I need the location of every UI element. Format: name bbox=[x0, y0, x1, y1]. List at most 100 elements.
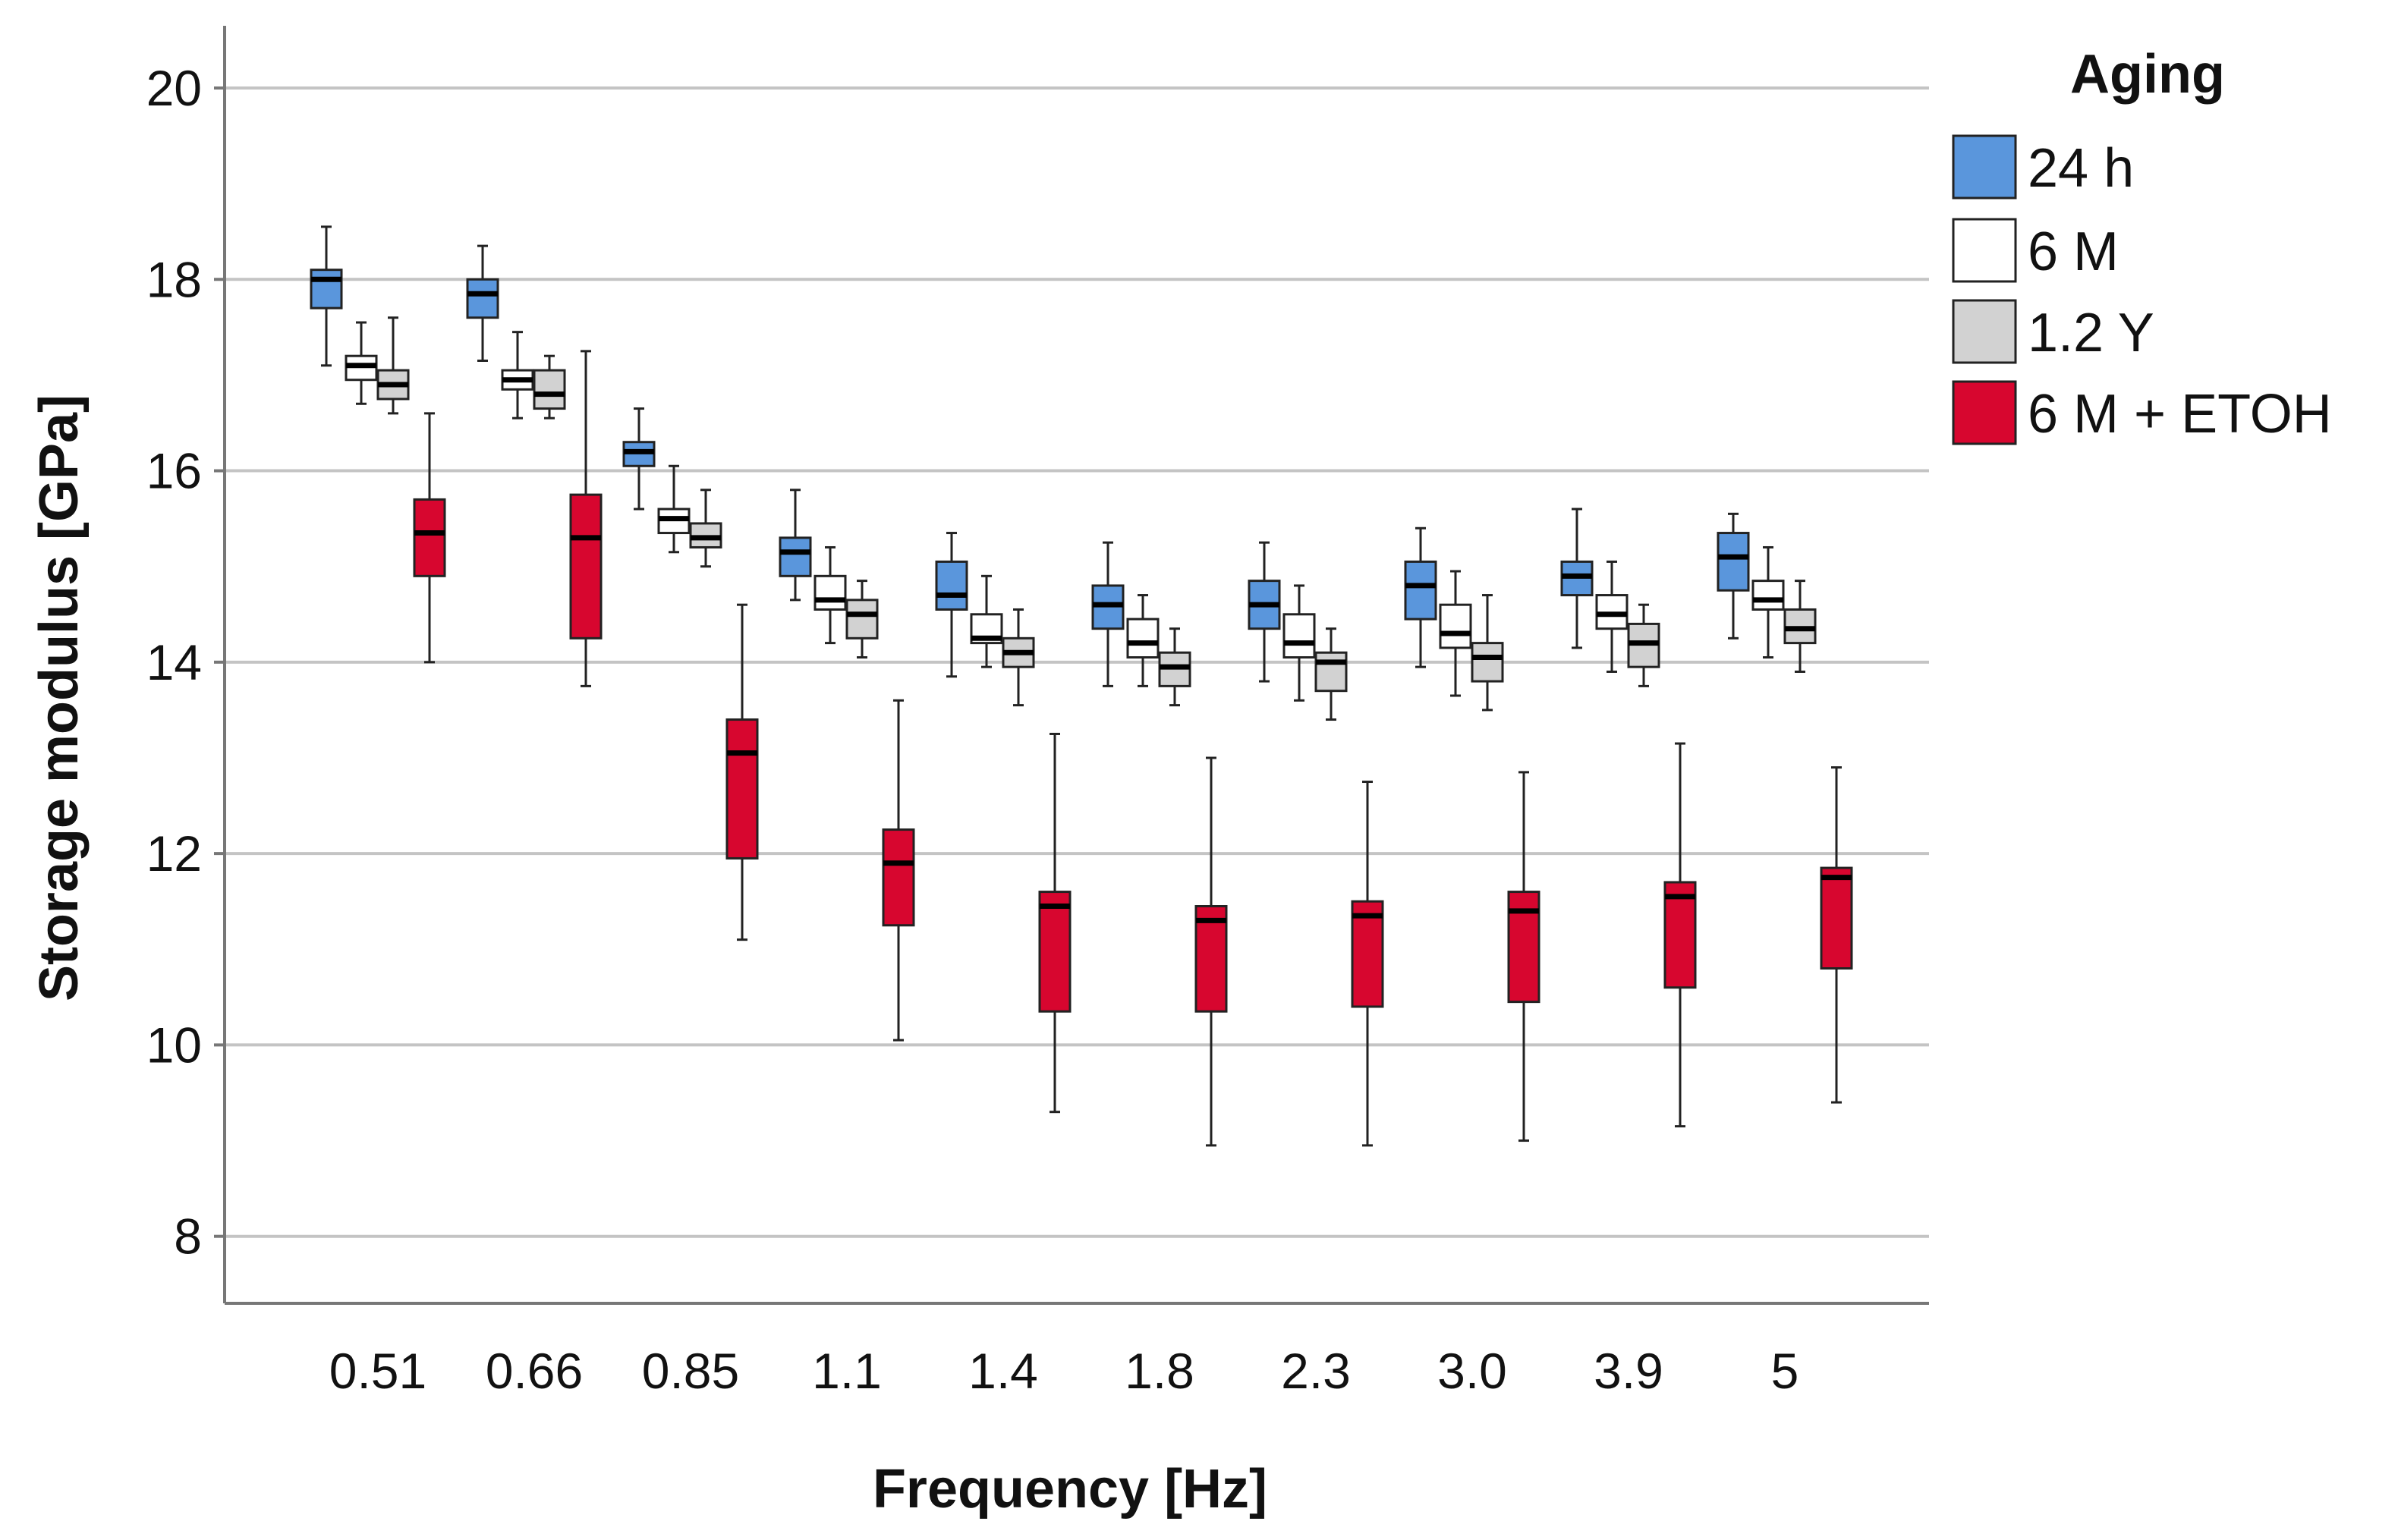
x-tick-label: 1.1 bbox=[812, 1343, 882, 1399]
box-24-h-5 bbox=[1717, 512, 1750, 640]
legend-label: 6 M + ETOH bbox=[2028, 384, 2332, 445]
box-24-h-0.51 bbox=[310, 225, 343, 367]
box-24-h-3.0 bbox=[1404, 526, 1437, 668]
legend-swatch bbox=[1952, 380, 2017, 445]
box-iqr bbox=[310, 269, 343, 310]
box-iqr bbox=[845, 599, 879, 640]
box-24-h-0.85 bbox=[622, 407, 656, 511]
box-6-m-3.9 bbox=[1595, 560, 1629, 673]
box-iqr bbox=[1351, 900, 1384, 1008]
box-6-m-etoh-0.51 bbox=[413, 412, 446, 664]
box-1-2-y-0.51 bbox=[376, 316, 410, 415]
box-1-2-y-1.1 bbox=[845, 580, 879, 659]
y-tick-label: 14 bbox=[146, 634, 202, 690]
grid-lines bbox=[225, 86, 1929, 1238]
x-tick-label: 0.85 bbox=[642, 1343, 739, 1399]
box-1-2-y-3.9 bbox=[1627, 603, 1660, 687]
box-iqr bbox=[1663, 881, 1697, 989]
legend-item: 6 M + ETOH bbox=[1952, 380, 2332, 445]
legend-swatch bbox=[1952, 299, 2017, 364]
box-1-2-y-1.4 bbox=[1002, 608, 1035, 707]
box-1-2-y-0.66 bbox=[533, 354, 566, 420]
x-tick-label: 2.3 bbox=[1281, 1343, 1351, 1399]
box-6-m-1.4 bbox=[970, 574, 1003, 668]
box-iqr bbox=[1820, 866, 1853, 970]
box-6-m-etoh-5 bbox=[1820, 766, 1853, 1104]
box-24-h-0.66 bbox=[466, 244, 499, 362]
axes bbox=[214, 26, 1929, 1305]
box-24-h-1.1 bbox=[779, 489, 812, 602]
box-iqr bbox=[1038, 891, 1072, 1013]
x-tick-label: 1.4 bbox=[968, 1343, 1038, 1399]
box-24-h-2.3 bbox=[1248, 541, 1281, 683]
x-tick-label: 5 bbox=[1771, 1343, 1799, 1399]
box-iqr bbox=[1439, 603, 1472, 649]
legend-swatch bbox=[1952, 134, 2017, 200]
x-tick-label: 0.66 bbox=[486, 1343, 583, 1399]
box-6-m-etoh-2.3 bbox=[1351, 781, 1384, 1147]
legend-label: 24 h bbox=[2028, 138, 2134, 199]
box-iqr bbox=[813, 574, 847, 611]
box-iqr bbox=[569, 493, 603, 640]
box-iqr bbox=[725, 718, 759, 860]
box-6-m-1.8 bbox=[1126, 594, 1160, 687]
box-1-2-y-2.3 bbox=[1314, 627, 1348, 721]
legend-item: 6 M bbox=[1952, 218, 2119, 283]
y-tick-label: 20 bbox=[146, 60, 202, 116]
box-1-2-y-3.0 bbox=[1471, 594, 1504, 712]
box-iqr bbox=[882, 828, 915, 927]
legend-title: Aging bbox=[2070, 44, 2225, 105]
box-6-m-1.1 bbox=[813, 545, 847, 645]
x-tick-label: 1.8 bbox=[1125, 1343, 1194, 1399]
box-iqr bbox=[935, 560, 968, 611]
box-6-m-5 bbox=[1751, 545, 1785, 659]
box-6-m-0.85 bbox=[657, 464, 691, 554]
box-6-m-3.0 bbox=[1439, 570, 1472, 697]
box-6-m-etoh-1.8 bbox=[1194, 756, 1228, 1147]
legend-item: 24 h bbox=[1952, 134, 2134, 200]
legend-label: 1.2 Y bbox=[2028, 303, 2154, 363]
box-6-m-etoh-0.66 bbox=[569, 350, 603, 687]
box-24-h-1.4 bbox=[935, 532, 968, 678]
box-iqr bbox=[1471, 642, 1504, 683]
y-tick-label: 16 bbox=[146, 443, 202, 499]
legend: Aging 24 h 6 M 1.2 Y 6 M + ETOH bbox=[1952, 44, 2332, 445]
box-1-2-y-0.85 bbox=[689, 489, 722, 568]
x-axis-title: Frequency [Hz] bbox=[873, 1459, 1267, 1520]
box-iqr bbox=[779, 536, 812, 577]
legend-item: 1.2 Y bbox=[1952, 299, 2154, 364]
box-iqr bbox=[1126, 618, 1160, 659]
box-6-m-0.66 bbox=[501, 331, 534, 420]
y-tick-label: 10 bbox=[146, 1017, 202, 1073]
box-6-m-2.3 bbox=[1282, 584, 1316, 702]
y-tick-label: 8 bbox=[174, 1208, 202, 1265]
box-iqr bbox=[533, 369, 566, 410]
box-24-h-3.9 bbox=[1560, 508, 1594, 649]
box-iqr bbox=[1717, 532, 1750, 592]
x-tick-label: 0.51 bbox=[329, 1343, 426, 1399]
y-tick-label: 12 bbox=[146, 825, 202, 882]
y-axis-title: Storage modulus [GPa] bbox=[29, 394, 90, 1001]
box-1-2-y-5 bbox=[1783, 580, 1817, 673]
box-plots bbox=[310, 225, 1853, 1147]
box-iqr bbox=[1282, 613, 1316, 659]
box-iqr bbox=[1751, 580, 1785, 611]
box-6-m-etoh-1.1 bbox=[882, 699, 915, 1042]
legend-swatch bbox=[1952, 218, 2017, 283]
box-6-m-etoh-3.9 bbox=[1663, 742, 1697, 1128]
tick-labels: 8 10 12 14 16 18 20 0.51 0.66 0.85 1.1 1.4 1.8 2.3 3.0… bbox=[146, 60, 1799, 1399]
box-24-h-1.8 bbox=[1091, 541, 1125, 687]
box-iqr bbox=[1314, 651, 1348, 693]
box-iqr bbox=[466, 278, 499, 319]
box-iqr bbox=[413, 498, 446, 577]
box-6-m-etoh-1.4 bbox=[1038, 732, 1072, 1114]
y-tick-label: 18 bbox=[146, 251, 202, 307]
x-tick-label: 3.0 bbox=[1437, 1343, 1507, 1399]
box-6-m-etoh-0.85 bbox=[725, 603, 759, 941]
box-1-2-y-1.8 bbox=[1158, 627, 1191, 707]
legend-label: 6 M bbox=[2028, 222, 2119, 282]
box-iqr bbox=[1194, 905, 1228, 1013]
box-6-m-0.51 bbox=[345, 321, 378, 405]
legend-items: 24 h 6 M 1.2 Y 6 M + ETOH bbox=[1952, 134, 2332, 445]
